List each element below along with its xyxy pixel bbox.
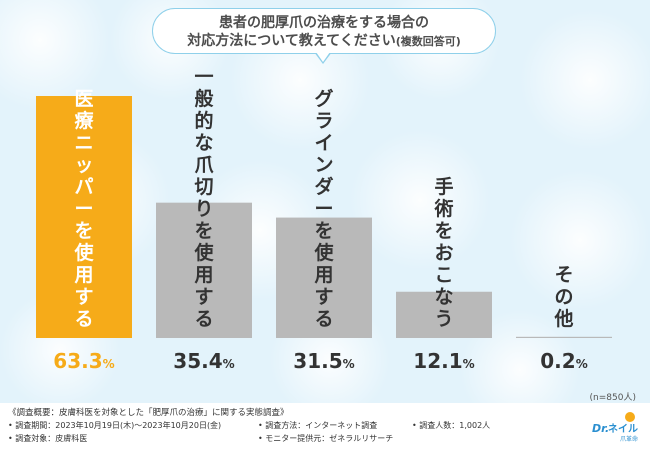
category-label-3: グラインダーを使用する [313,87,334,330]
category-label-1: 医療ニッパーを使用する [73,88,94,330]
category-label-5: その他 [553,264,573,330]
value-label-5: 0.2% [540,349,587,373]
bar-1 [36,96,132,338]
logo-dot-icon [625,412,635,422]
survey-count: • 調査人数：1,002人 [412,421,491,430]
value-label-1: 63.3% [53,349,114,373]
category-label-4: 手術をおこなう [433,175,453,330]
dr-nail-logo: Dr. ネイル 爪革命 [592,412,638,443]
survey-period: • 調査期間：2023年10月19日(木)～2023年10月20日(金) [8,421,222,430]
bar-5 [516,336,612,338]
bar-3 [276,217,372,338]
survey-provider: • モニター提供元：ゼネラルリサーチ [258,434,394,443]
sample-size: (n=850人) [589,393,636,403]
survey-footer: 《調査概要：皮膚科医を対象とした「肥厚爪の治療」に関する実態調査》 • 調査期間… [0,403,650,450]
value-label-3: 31.5% [293,349,354,373]
survey-title: 《調査概要：皮膚科医を対象とした「肥厚爪の治療」に関する実態調査》 [8,408,289,418]
category-label-2: 一般的な爪切りを使用する [193,66,214,330]
question-line-1: 患者の肥厚爪の治療をする場合の [219,15,429,31]
logo-dr: Dr. [592,422,609,435]
survey-method: • 調査方法：インターネット調査 [258,421,378,430]
logo-name: ネイル [608,423,638,435]
question-line-2-main: 対応方法について教えてください [187,33,396,49]
logo-sub: 爪革命 [620,435,638,443]
survey-target: • 調査対象：皮膚科医 [8,434,88,443]
question-line-2: 対応方法について教えてください(複数回答可) [153,32,495,51]
bubble-tail [316,52,330,62]
value-label-2: 35.4% [173,349,234,373]
bar-4 [396,291,492,338]
value-label-4: 12.1% [413,349,474,373]
question-note: (複数回答可) [395,35,461,48]
bar-2 [156,202,252,338]
question-bubble: 患者の肥厚爪の治療をする場合の 対応方法について教えてください(複数回答可) [152,8,496,54]
